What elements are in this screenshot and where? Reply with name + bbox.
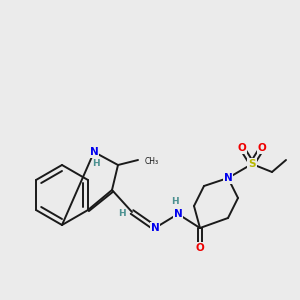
Text: H: H bbox=[92, 158, 100, 167]
Text: N: N bbox=[174, 209, 182, 219]
Text: N: N bbox=[90, 147, 98, 157]
Text: CH₃: CH₃ bbox=[145, 157, 159, 166]
Text: O: O bbox=[238, 143, 246, 153]
Text: N: N bbox=[151, 223, 159, 233]
Text: S: S bbox=[248, 159, 256, 169]
Text: H: H bbox=[118, 209, 126, 218]
Text: O: O bbox=[196, 243, 204, 253]
Text: N: N bbox=[224, 173, 232, 183]
Text: O: O bbox=[258, 143, 266, 153]
Text: H: H bbox=[171, 197, 179, 206]
